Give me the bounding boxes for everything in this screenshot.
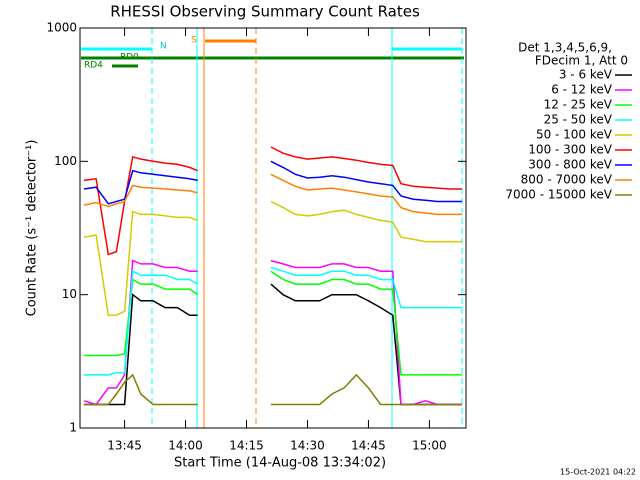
- series-line: [83, 259, 462, 406]
- x-tick-label: 15:00: [412, 439, 447, 453]
- legend-label: 7000 - 15000 keV: [505, 188, 612, 202]
- y-tick-label: 10: [62, 287, 77, 301]
- series-line: [83, 266, 462, 376]
- plot-frame: [79, 27, 467, 429]
- y-tick-label: 1: [69, 421, 77, 435]
- legend-label: 25 - 50 keV: [544, 113, 613, 127]
- flag-label: RD4: [84, 61, 103, 71]
- legend-label: 50 - 100 keV: [536, 128, 613, 142]
- legend-title: FDecim 1, Att 0: [535, 54, 628, 68]
- legend-label: 100 - 300 keV: [528, 143, 612, 157]
- chart-title: RHESSI Observing Summary Count Rates: [110, 3, 420, 21]
- y-axis-label: Count Rate (s⁻¹ detector⁻¹): [25, 140, 40, 317]
- legend-title: Det 1,3,4,5,6,9,: [518, 41, 612, 55]
- vlines: [151, 28, 463, 428]
- x-tick-label: 13:45: [107, 439, 142, 453]
- series-line: [83, 173, 462, 216]
- x-tick-label: 14:00: [168, 439, 203, 453]
- y-tick-label: 1000: [46, 21, 77, 35]
- flag-label: S: [191, 36, 197, 46]
- x-axis-label: Start Time (14-Aug-08 13:34:02): [174, 456, 386, 471]
- series-line: [83, 146, 462, 256]
- series-line: [83, 200, 462, 317]
- series-line: [83, 160, 462, 205]
- x-tick-label: 14:15: [229, 439, 264, 453]
- legend-label: 12 - 25 keV: [544, 98, 613, 112]
- footer: 15-Oct-2021 04:22: [560, 468, 636, 477]
- flag-label: N: [160, 42, 167, 52]
- series-line: [83, 373, 462, 406]
- legend-label: 6 - 12 keV: [551, 83, 613, 97]
- x-tick-label: 14:45: [351, 439, 386, 453]
- legend-label: 300 - 800 keV: [528, 158, 612, 172]
- x-tick-label: 14:30: [290, 439, 325, 453]
- series-line: [83, 270, 462, 376]
- y-tick-label: 100: [54, 154, 77, 168]
- flags: [81, 39, 464, 68]
- legend-label: 3 - 6 keV: [559, 68, 613, 82]
- flag-label: RD0: [120, 53, 139, 63]
- legend-label: 800 - 7000 keV: [521, 173, 613, 187]
